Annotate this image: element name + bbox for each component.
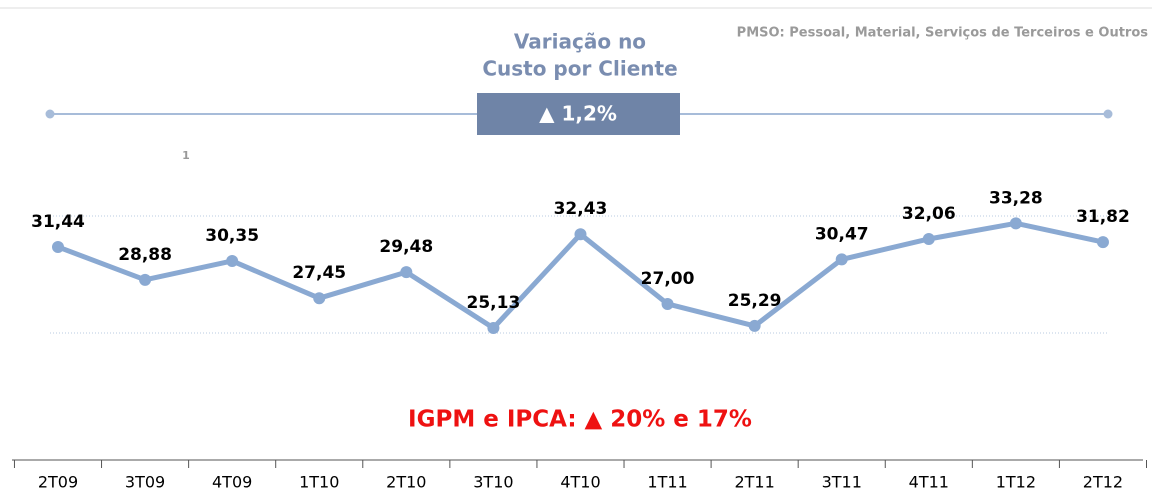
- change-box: [477, 93, 680, 135]
- x-tick-label: 3T10: [473, 473, 513, 492]
- note: PMSO: Pessoal, Material, Serviços de Ter…: [737, 26, 1149, 41]
- chart-title: Custo por Cliente: [482, 57, 677, 81]
- x-tick-label: 2T12: [1083, 473, 1123, 492]
- data-label: 31,44: [31, 212, 85, 232]
- point: [1096, 236, 1109, 249]
- change-label: ▲ 1,2%: [539, 102, 617, 126]
- point: [226, 254, 239, 267]
- x-tick-label: 1T10: [299, 473, 339, 492]
- data-label: 25,29: [728, 291, 782, 311]
- point: [52, 240, 64, 253]
- x-tick-label: 4T09: [212, 473, 252, 492]
- footnote-marker: 1: [182, 149, 190, 162]
- point: [835, 253, 848, 266]
- data-label: 30,47: [815, 224, 869, 244]
- x-tick-label: 1T12: [996, 473, 1036, 492]
- x-tick-label: 2T10: [386, 473, 426, 492]
- point: [1009, 217, 1022, 230]
- range-end: [1103, 109, 1113, 119]
- data-label: 25,13: [467, 293, 521, 313]
- chart-title: Variação no: [514, 30, 646, 54]
- point: [922, 232, 935, 245]
- data-label: 27,00: [641, 269, 695, 289]
- point: [400, 266, 413, 279]
- data-label: 33,28: [989, 188, 1043, 208]
- data-label: 29,48: [379, 237, 433, 257]
- x-tick-label: 2T11: [734, 473, 774, 492]
- point: [574, 228, 587, 241]
- point: [661, 297, 674, 310]
- point: [313, 292, 326, 305]
- x-tick-label: 4T11: [909, 473, 949, 492]
- point: [139, 273, 152, 286]
- data-label: 32,06: [902, 204, 956, 224]
- data-label: 27,45: [292, 263, 346, 283]
- range-end: [45, 109, 55, 119]
- x-tick-label: 1T11: [647, 473, 687, 492]
- x-tick-label: 4T10: [560, 473, 600, 492]
- x-tick-label: 3T11: [822, 473, 862, 492]
- point: [748, 319, 761, 332]
- data-label: 32,43: [554, 199, 608, 219]
- annotation: IGPM e IPCA: ▲ 20% e 17%: [408, 407, 752, 433]
- data-label: 30,35: [205, 226, 259, 246]
- data-label: 31,82: [1076, 207, 1130, 227]
- x-tick-label: 2T09: [38, 473, 78, 492]
- data-label: 28,88: [118, 245, 172, 265]
- point: [487, 321, 500, 334]
- x-tick-label: 3T09: [125, 473, 165, 492]
